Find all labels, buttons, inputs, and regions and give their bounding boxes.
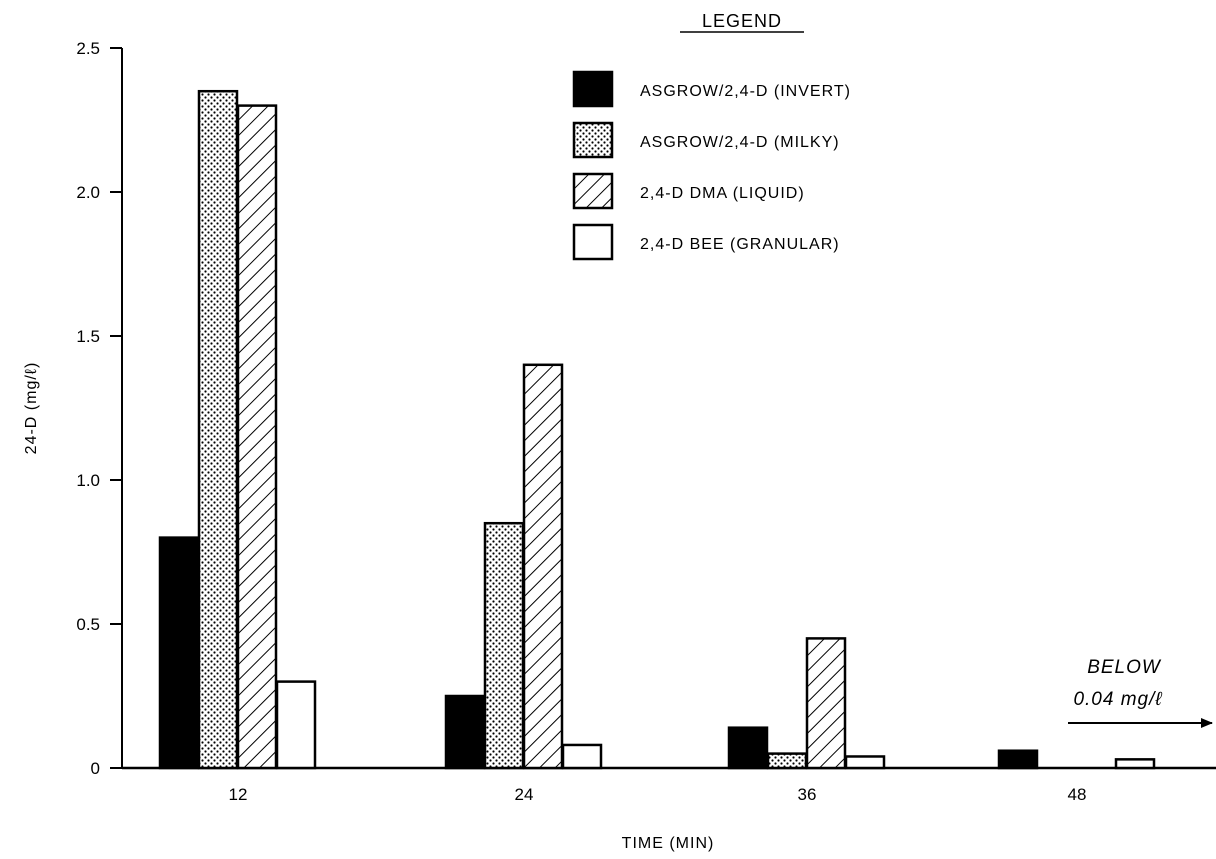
y-tick-label: 2.0 — [76, 183, 100, 202]
bar — [483, 521, 525, 770]
legend-title: LEGEND — [702, 11, 782, 31]
bar — [766, 752, 808, 770]
y-axis-label: 24-D (mg/ℓ) — [23, 362, 40, 455]
y-tick-label: 1.0 — [76, 471, 100, 490]
bar — [805, 637, 847, 770]
annotation-line1: BELOW — [1087, 657, 1162, 678]
below-annotation: BELOW 0.04 mg/ℓ — [1068, 657, 1213, 728]
bar — [158, 536, 200, 770]
legend-swatch — [572, 172, 614, 210]
y-tick-label: 2.5 — [76, 39, 100, 58]
annotation-line2: 0.04 mg/ℓ — [1073, 689, 1162, 710]
legend-swatch — [572, 70, 614, 108]
bar — [1114, 758, 1156, 770]
legend-label: 2,4-D BEE (GRANULAR) — [640, 236, 840, 253]
y-tick-label: 0 — [91, 759, 100, 778]
legend-label: ASGROW/2,4-D (MILKY) — [640, 134, 840, 151]
y-tick-label: 0.5 — [76, 615, 100, 634]
bar — [561, 743, 603, 770]
x-tick-label: 48 — [1068, 785, 1087, 804]
legend-label: ASGROW/2,4-D (INVERT) — [640, 83, 851, 100]
bar — [236, 104, 278, 770]
x-tick-label: 36 — [798, 785, 817, 804]
x-tick-label: 12 — [229, 785, 248, 804]
bar — [275, 680, 317, 770]
x-ticks: 12 24 36 48 — [229, 785, 1087, 804]
bar — [522, 363, 564, 770]
axes — [121, 48, 1216, 770]
bar — [727, 726, 769, 770]
legend-swatch — [572, 223, 614, 261]
x-tick-label: 24 — [515, 785, 534, 804]
bar — [197, 89, 239, 770]
legend-label: 2,4-D DMA (LIQUID) — [640, 185, 805, 202]
y-tick-label: 1.5 — [76, 327, 100, 346]
legend-swatch — [572, 121, 614, 159]
x-axis-label: TIME (MIN) — [622, 835, 715, 852]
legend: LEGEND ASGROW/2,4-D (INVERT) ASGROW/2,4-D… — [572, 11, 851, 261]
y-ticks: 0 0.5 1.0 1.5 2.0 2.5 — [76, 39, 122, 778]
bar — [997, 749, 1039, 770]
bar — [444, 694, 486, 770]
bars — [158, 89, 1156, 770]
bar — [844, 755, 886, 770]
